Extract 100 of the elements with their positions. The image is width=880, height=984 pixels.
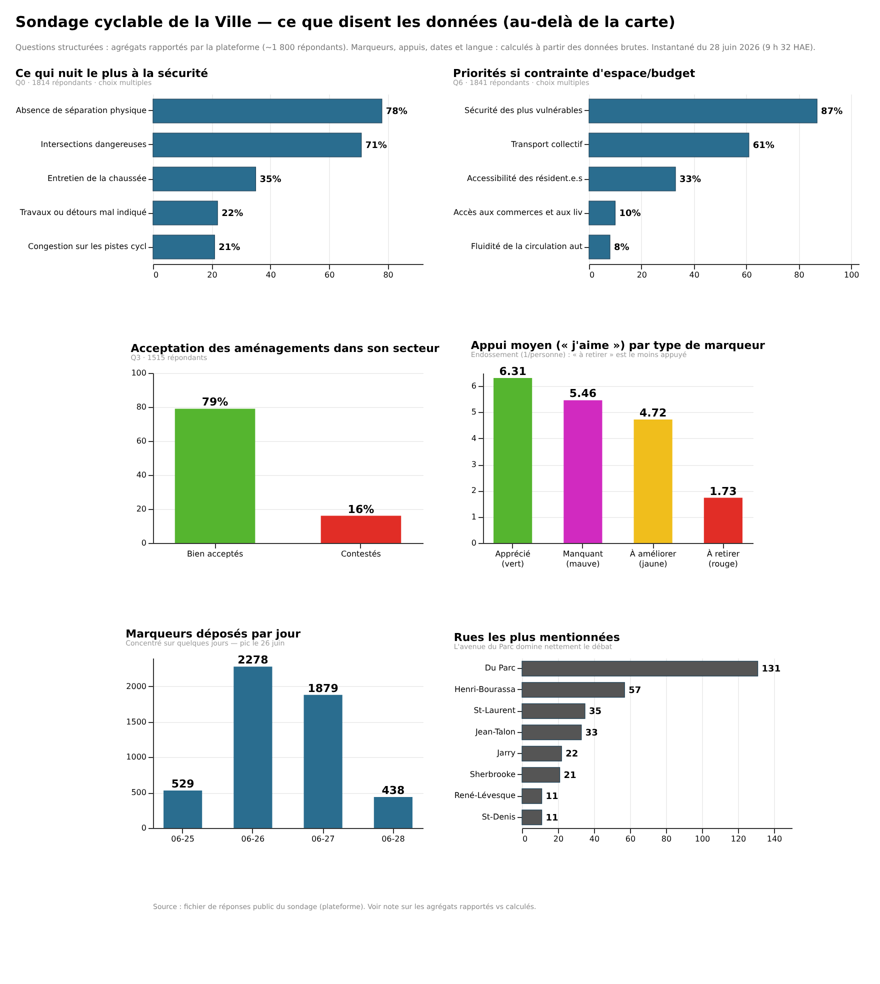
y-tick-label: Travaux ou détours mal indiqué [18, 208, 147, 217]
bar [234, 666, 272, 828]
bar [152, 200, 218, 226]
chart-title: Rues les plus mentionnées [454, 631, 620, 644]
bar [522, 724, 582, 740]
y-tick-label: 0 [141, 824, 146, 832]
data-label: 16% [348, 502, 374, 516]
data-label: 8% [614, 243, 630, 253]
y-tick-label: Accessibilité des résident.e.s [467, 174, 582, 183]
y-tick-label: Accès aux commerces et aux liv [454, 208, 583, 217]
data-label: 21 [564, 770, 576, 781]
bar [588, 98, 818, 124]
data-label: 4.72 [639, 406, 667, 420]
x-tick-label: 100 [694, 834, 710, 844]
y-tick-label: 6 [471, 382, 476, 391]
bar [374, 796, 412, 828]
x-tick-label: À améliorer (jaune) [630, 548, 677, 568]
data-label: 57 [628, 686, 642, 696]
chart-title: Appui moyen (« j'aime ») par type de marqueur [470, 338, 766, 352]
y-tick-label: Congestion sur les pistes cycl [28, 242, 146, 251]
y-tick-label: Transport collectif [510, 140, 583, 149]
bar [164, 790, 202, 828]
bar [152, 234, 215, 260]
y-tick-label: Sécurité des plus vulnérables [464, 106, 582, 115]
y-tick-label: 3 [471, 460, 476, 470]
bar [522, 746, 562, 762]
bar [304, 694, 342, 828]
x-tick-label: 06-27 [311, 834, 335, 844]
x-tick-label: 60 [742, 270, 752, 280]
y-tick-label: 4 [471, 434, 476, 443]
y-tick-label: Absence de séparation physique [16, 106, 147, 115]
x-tick-label: Contestés [340, 550, 381, 558]
text: Sondage cyclable de la Ville — ce que disent les données (au-delà de la carte) [15, 13, 676, 31]
data-label: 438 [382, 784, 405, 797]
data-label: 10% [619, 209, 641, 219]
y-tick-label: 60 [136, 436, 146, 446]
data-label: 1.73 [710, 484, 737, 498]
y-tick-label: Henri-Bourassa [454, 684, 516, 694]
data-label: 529 [171, 778, 194, 791]
y-tick-label: 100 [131, 368, 146, 378]
chart-title: Ce qui nuit le plus à la sécurité [15, 67, 208, 80]
bar [588, 200, 616, 226]
data-label: 131 [762, 664, 781, 675]
bar [494, 378, 532, 543]
y-tick-label: Entretien de la chaussée [47, 174, 147, 183]
data-label: 1879 [308, 682, 338, 695]
y-tick-label: 20 [136, 504, 146, 514]
x-tick-label: 0 [590, 270, 595, 280]
x-tick-label: 80 [794, 270, 804, 280]
bar [522, 788, 542, 804]
x-tick-label: Apprécié (vert) [495, 550, 530, 568]
y-tick-label: Fluidité de la circulation aut [470, 242, 582, 251]
bar [588, 166, 676, 192]
y-tick-label: Du Parc [484, 664, 516, 673]
data-label: 78% [386, 107, 408, 117]
bar [522, 682, 625, 698]
x-tick-label: 80 [383, 270, 394, 280]
y-tick-label: 2 [471, 486, 476, 496]
bar [564, 400, 602, 543]
y-tick-label: 0 [141, 538, 146, 548]
y-tick-label: Jarry [496, 748, 516, 758]
text: Questions structurées : agrégats rapportés par la plateforme (~1 800 répondants). Marqueurs, appuis, dates et langue : calculés à partir des données brutes. Instantané du 28 juin 2026 (9 h 32 HAE). [15, 43, 816, 52]
data-label: 33 [585, 728, 598, 738]
bar [522, 767, 560, 783]
data-label: 2278 [238, 654, 268, 667]
x-tick-label: 120 [730, 834, 746, 844]
data-label: 11 [546, 813, 558, 824]
x-tick-label: Manquant (mauve) [562, 550, 604, 568]
y-tick-label: 5 [471, 408, 476, 417]
data-label: 35 [589, 707, 602, 718]
bar [152, 98, 382, 124]
x-tick-label: 06-28 [382, 834, 405, 844]
chart-title: Acceptation des aménagements dans son secteur [130, 342, 440, 355]
bar [522, 660, 758, 676]
bar [588, 234, 610, 260]
y-tick-label: 1000 [126, 752, 146, 762]
x-tick-label: 40 [589, 834, 600, 844]
data-label: 21% [218, 243, 240, 253]
data-label: 22 [566, 750, 578, 760]
y-tick-label: René-Lévesque [454, 791, 516, 800]
bar [522, 703, 586, 719]
y-tick-label: 500 [131, 788, 146, 798]
x-tick-label: 60 [324, 270, 335, 280]
y-tick-label: 2000 [126, 682, 146, 691]
data-label: 6.31 [499, 364, 526, 378]
x-tick-label: Bien acceptés [186, 550, 244, 558]
x-tick-label: 100 [844, 270, 860, 280]
data-label: 61% [752, 141, 774, 151]
bar [588, 132, 750, 158]
chart-title: Marqueurs déposés par jour [126, 628, 302, 641]
y-tick-label: Jean-Talon [474, 727, 516, 736]
x-tick-label: À retirer (rouge) [706, 548, 740, 568]
y-tick-label: Intersections dangereuses [40, 140, 146, 149]
y-tick-label: St-Laurent [474, 706, 516, 716]
x-tick-label: 20 [553, 834, 564, 844]
y-tick-label: 0 [471, 538, 476, 548]
data-label: 22% [222, 209, 244, 219]
x-tick-label: 06-25 [171, 834, 194, 844]
x-tick-label: 06-26 [241, 834, 265, 844]
data-label: 33% [680, 175, 702, 185]
